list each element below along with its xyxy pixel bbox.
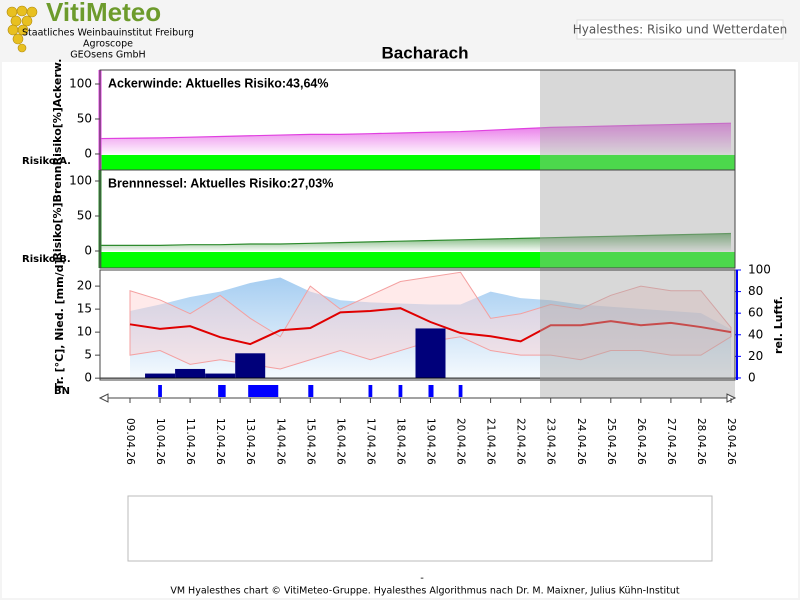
y-tick-label: 0 <box>748 370 756 384</box>
x-tick-label: 28.04.26 <box>695 418 707 465</box>
y-axis-label: Risiko[%]Brenn. <box>51 161 64 260</box>
frames <box>98 69 737 403</box>
precip-bar <box>205 373 236 379</box>
x-tick-label: 12.04.26 <box>214 418 226 465</box>
band-label: Risiko B. <box>22 254 71 265</box>
x-tick-label: 24.04.26 <box>575 418 587 465</box>
x-tick-label: 19.04.26 <box>425 418 437 465</box>
x-tick-label: 22.04.26 <box>515 418 527 465</box>
x-tick-label: 16.04.26 <box>334 418 346 465</box>
y-tick-label: 5 <box>84 348 92 362</box>
line <box>100 232 732 246</box>
tab-label[interactable]: Hyalesthes: Risiko und Wetterdaten <box>573 23 788 37</box>
org-line: Staatliches Weinbauinstitut Freiburg <box>22 28 194 39</box>
chart-title: Bacharach <box>382 43 469 62</box>
precip-bar <box>175 368 206 379</box>
minmax-band <box>129 271 732 370</box>
precip-bar <box>415 328 446 379</box>
y-tick-label: 20 <box>77 279 92 293</box>
legend-box <box>127 495 713 562</box>
x-tick-label: 21.04.26 <box>485 418 497 465</box>
area <box>100 233 731 251</box>
footer: VM Hyalesthes chart © VitiMeteo-Gruppe. … <box>170 586 680 597</box>
y-axis-label: Risiko[%]Ackerw. <box>51 59 64 166</box>
y-tick-label: 40 <box>748 327 763 341</box>
area <box>100 123 731 154</box>
x-tick-label: 27.04.26 <box>665 418 677 465</box>
forecast-shade <box>540 70 735 398</box>
risk-band <box>100 251 735 268</box>
leaf-wetness <box>248 385 279 397</box>
y-tick-label: 100 <box>69 173 92 187</box>
leaf-wetness <box>368 385 373 397</box>
y-tick-label: 60 <box>748 306 763 320</box>
y-tick-label: 20 <box>748 349 763 363</box>
x-tick-label: 23.04.26 <box>545 418 557 465</box>
leaf-wetness <box>428 385 434 397</box>
leaf-wetness <box>458 385 463 397</box>
org-line: GEOsens GmbH <box>70 50 145 61</box>
x-tick-label: 20.04.26 <box>455 418 467 465</box>
x-tick-label: 13.04.26 <box>244 418 256 465</box>
precip-bar <box>145 373 176 379</box>
strip-label: BN <box>54 386 70 397</box>
x-tick-label: 11.04.26 <box>184 418 196 465</box>
dash: - <box>420 573 424 584</box>
y2-axis-label: rel. Luftf. <box>772 296 785 354</box>
y-tick-label: 0 <box>84 243 92 257</box>
line <box>99 122 732 140</box>
risk-band <box>100 154 735 170</box>
x-tick-label: 15.04.26 <box>304 418 316 465</box>
leaf-wetness <box>158 385 162 397</box>
y-tick-label: 80 <box>748 284 763 298</box>
leaf-wetness <box>398 385 403 397</box>
y-tick-label: 100 <box>748 263 771 277</box>
org-line: Agroscope <box>83 39 133 50</box>
x-tick-label: 14.04.26 <box>274 418 286 465</box>
logo-grapes <box>6 5 38 53</box>
x-tick-label: 29.04.26 <box>725 418 737 465</box>
x-tick-label: 26.04.26 <box>635 418 647 465</box>
band-label: Risiko A. <box>22 156 71 167</box>
panel-title: Brennnessel: Aktuelles Risiko:27,03% <box>108 176 333 190</box>
y-tick-label: 15 <box>77 302 92 316</box>
x-tick-label: 09.04.26 <box>124 418 136 465</box>
y-tick-label: 100 <box>69 76 92 90</box>
x-tick-label: 17.04.26 <box>364 418 376 465</box>
y-tick-label: 50 <box>77 208 92 222</box>
y-tick-label: 0 <box>84 371 92 385</box>
y-tick-label: 50 <box>77 111 92 125</box>
tab[interactable] <box>576 19 784 40</box>
panel-title: Ackerwinde: Aktuelles Risiko:43,64% <box>108 76 328 90</box>
temp-line <box>129 307 732 346</box>
y-tick-label: 0 <box>84 146 92 160</box>
x-tick-label: 18.04.26 <box>394 418 406 465</box>
y-tick-label: 10 <box>77 325 92 339</box>
x-tick-label: 25.04.26 <box>605 418 617 465</box>
y-axis-label: Tr. [°C], Nied. [mm/d] <box>53 260 66 391</box>
humidity-area <box>130 277 731 378</box>
logo: VitiMeteo <box>46 0 161 27</box>
leaf-wetness <box>218 385 226 397</box>
leaf-wetness <box>308 385 314 397</box>
precip-bar <box>235 353 266 379</box>
x-tick-label: 10.04.26 <box>154 418 166 465</box>
